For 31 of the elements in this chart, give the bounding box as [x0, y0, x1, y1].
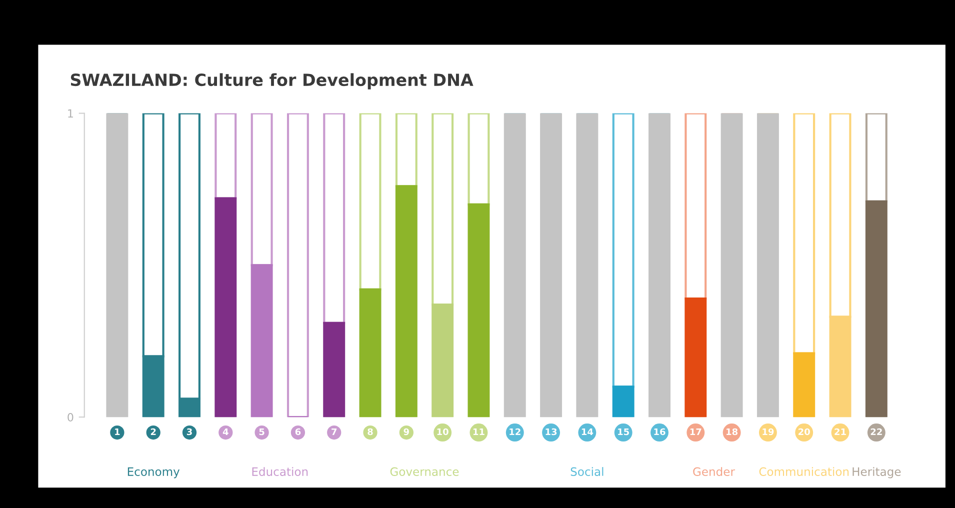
x-tick-label: 14	[582, 428, 594, 436]
x-tick-label: 16	[654, 428, 666, 436]
x-tick-label: 18	[726, 428, 738, 436]
x-tick-label: 20	[798, 428, 810, 436]
text: Heritage	[852, 467, 901, 478]
text: Communication	[759, 467, 849, 476]
x-tick-label: 17	[690, 428, 702, 436]
x-tick-label: 9	[404, 428, 409, 436]
text: Social	[570, 467, 604, 476]
x-tick-label: 15	[618, 428, 629, 436]
text: Education	[252, 467, 308, 476]
x-tick-label: 13	[546, 428, 557, 436]
x-tick-label: 1	[115, 428, 120, 436]
x-tick-label: 3	[186, 428, 192, 436]
x-tick-label: 7	[332, 428, 337, 436]
x-tick-label: 10	[437, 428, 448, 436]
text: Gender	[693, 467, 735, 476]
x-tick-label: 21	[834, 428, 846, 436]
chart-title: SWAZILAND: Culture for Development DNA	[70, 73, 474, 90]
x-tick-label: 4	[222, 428, 228, 436]
x-tick-label: 12	[510, 428, 520, 436]
x-tick-label: 6	[295, 428, 301, 436]
x-tick-label: 11	[473, 428, 484, 436]
x-tick-label: 8	[368, 428, 373, 436]
x-tick-label: 19	[762, 428, 774, 436]
x-tick-label: 22	[870, 428, 882, 436]
x-tick-label: 2	[150, 428, 156, 436]
text: Economy	[128, 467, 180, 478]
x-tick-label: 5	[259, 428, 264, 436]
text: Governance	[390, 467, 459, 476]
y-tick-label: 0	[68, 413, 74, 422]
